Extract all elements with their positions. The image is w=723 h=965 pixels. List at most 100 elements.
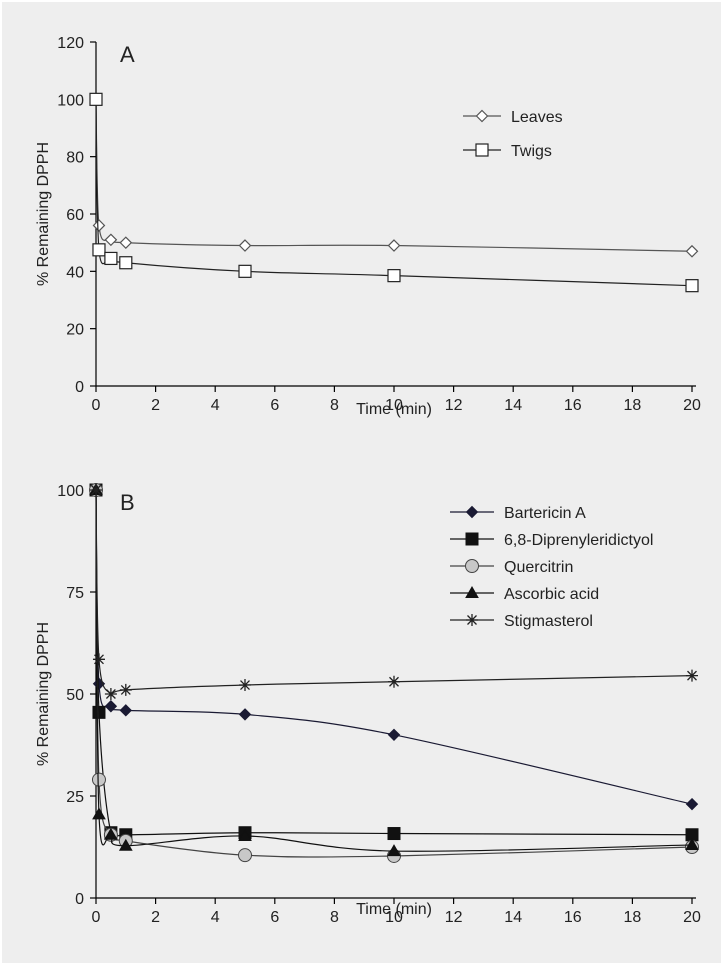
legend-entry: Bartericin A	[450, 505, 586, 522]
panel-label: B	[120, 490, 135, 515]
data-point	[239, 679, 251, 692]
x-tick-label: 0	[92, 909, 101, 926]
x-tick-label: 8	[330, 909, 339, 926]
series-twigs	[89, 92, 699, 293]
data-point	[104, 700, 118, 713]
series-ascorbic-acid	[89, 482, 699, 857]
legend-label: Ascorbic acid	[504, 586, 599, 603]
data-point	[92, 705, 106, 719]
legend-entry: 6,8-Diprenyleridictyol	[450, 532, 653, 549]
x-tick-label: 12	[445, 397, 463, 414]
data-point	[104, 251, 118, 266]
x-tick-label: 10	[385, 909, 403, 926]
series-leaves	[89, 92, 699, 258]
legend-label: Stigmasterol	[504, 613, 593, 630]
y-tick-label: 120	[57, 35, 84, 52]
y-tick-label: 0	[75, 891, 84, 908]
legend-label: Leaves	[511, 109, 563, 126]
y-tick-label: 80	[66, 150, 84, 167]
legend-marker	[465, 559, 479, 573]
data-point	[119, 704, 133, 717]
legend-label: Twigs	[511, 143, 552, 160]
x-tick-label: 4	[211, 397, 220, 414]
series-line	[95, 99, 693, 287]
x-tick-label: 4	[211, 909, 220, 926]
legend-marker	[466, 614, 478, 626]
data-point	[387, 269, 401, 283]
y-axis-title: % Remaining DPPH	[35, 142, 52, 286]
y-tick-label: 50	[66, 687, 84, 704]
series-line	[95, 489, 693, 852]
y-tick-label: 25	[66, 789, 84, 806]
data-point	[119, 683, 132, 696]
x-axis-title: Time (min)	[356, 401, 432, 418]
data-point	[119, 236, 133, 250]
data-point	[104, 827, 118, 840]
legend-marker	[465, 532, 479, 546]
data-point	[238, 828, 252, 841]
data-point	[119, 256, 133, 270]
legend-label: Bartericin A	[504, 505, 586, 522]
x-tick-label: 8	[330, 397, 339, 414]
chart-panel-a: 0 20 40 60 80 100 120 0 2 4 6 8 10 12 14 16 18 20 Time (mi…	[35, 35, 701, 418]
x-tick-label: 6	[270, 909, 279, 926]
x-tick-label: 10	[385, 397, 403, 414]
y-tick-label: 0	[75, 379, 84, 396]
data-point	[90, 484, 102, 496]
y-tick-label: 75	[66, 585, 84, 602]
legend-marker	[465, 505, 479, 519]
panel-label: A	[120, 42, 135, 67]
data-point	[92, 653, 105, 666]
y-tick-label: 100	[57, 483, 84, 500]
data-point	[91, 772, 106, 787]
data-point	[685, 837, 699, 850]
y-tick-label: 100	[57, 92, 84, 109]
data-point	[92, 243, 106, 257]
data-point	[685, 797, 699, 811]
legend-marker	[475, 143, 489, 157]
x-tick-label: 14	[504, 397, 522, 414]
data-point	[685, 279, 699, 293]
data-point	[387, 239, 401, 252]
data-point	[238, 239, 252, 252]
y-tick-label: 60	[66, 207, 84, 224]
data-point	[104, 233, 118, 247]
data-point	[89, 92, 103, 106]
x-tick-label: 14	[504, 909, 522, 926]
chart-panel-b: 0 25 50 75 100 0 2 4 6 8 10 12 14 16 18 20 Time (min) % R…	[35, 482, 701, 926]
data-point	[238, 708, 252, 721]
legend-entry: Twigs	[463, 143, 552, 160]
y-tick-label: 40	[66, 264, 84, 281]
x-tick-label: 2	[151, 397, 160, 414]
legend-entry: Stigmasterol	[450, 613, 593, 630]
legend-entry: Quercitrin	[450, 559, 573, 576]
legend-label: Quercitrin	[504, 559, 573, 576]
data-point	[92, 219, 106, 232]
x-tick-label: 6	[270, 397, 279, 414]
legend-entry: Ascorbic acid	[450, 585, 599, 603]
data-point	[238, 848, 252, 863]
series-line	[95, 489, 693, 843]
data-point	[104, 688, 117, 700]
x-axis-title: Time (min)	[356, 901, 432, 918]
x-tick-label: 16	[564, 397, 582, 414]
data-point	[387, 827, 401, 841]
x-tick-label: 20	[683, 397, 701, 414]
data-point	[238, 264, 252, 278]
data-point	[685, 244, 699, 258]
x-tick-label: 0	[92, 397, 101, 414]
x-tick-label: 20	[683, 909, 701, 926]
series-stigmasterol	[90, 484, 698, 700]
data-point	[92, 807, 106, 820]
y-axis-title: % Remaining DPPH	[35, 622, 52, 766]
legend-entry: Leaves	[463, 109, 563, 126]
series-line	[95, 99, 693, 252]
data-point	[686, 669, 698, 682]
data-point	[387, 728, 401, 742]
x-tick-label: 16	[564, 909, 582, 926]
data-point	[388, 675, 400, 688]
data-point	[387, 844, 401, 857]
legend-label: 6,8-Diprenyleridictyol	[504, 532, 653, 549]
x-tick-label: 18	[624, 397, 642, 414]
